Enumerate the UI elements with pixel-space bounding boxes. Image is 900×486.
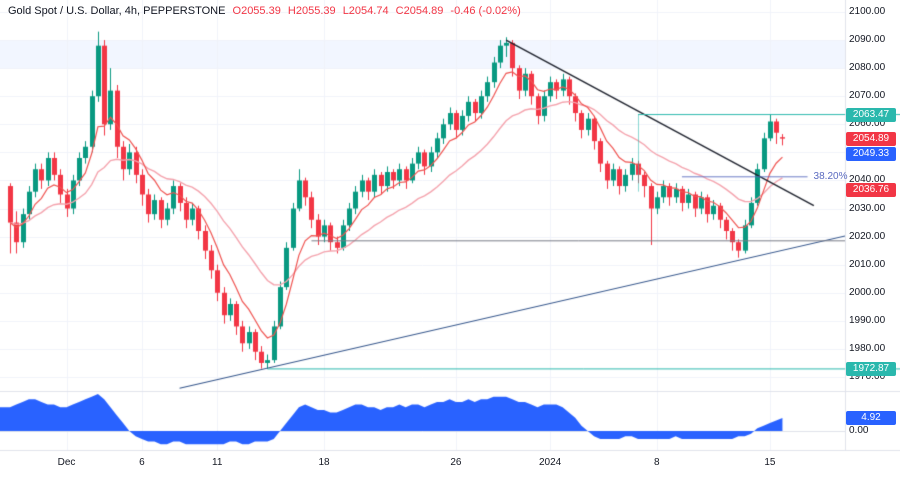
legend-open: O2055.39 [232,5,281,17]
price-level-badge-2063.47: 2063.47 [846,107,896,122]
time-tick-label: 18 [318,457,330,468]
price-tick-label: 2040.00 [849,174,886,186]
time-tick-label: 15 [764,457,776,468]
price-tick-label: 2000.00 [849,286,886,298]
price-tick-label: 2080.00 [849,62,886,74]
fib-382-label: 38.20% [813,170,848,182]
indicator-zero-label: 0.00 [849,425,869,436]
price-tick-label: 2010.00 [849,258,886,270]
price-level-badge-2049.33: 2049.33 [846,147,896,162]
price-level-badge-2036.76: 2036.76 [846,182,896,197]
time-tick-label: 11 [212,457,223,468]
price-level-badge-1972.87: 1972.87 [846,361,896,376]
price-tick-label: 1990.00 [849,314,886,326]
legend-close: C2054.89 [395,5,444,17]
time-tick-label: 6 [139,457,145,468]
time-tick-label: 26 [450,457,462,468]
price-tick-label: 1980.00 [849,342,886,354]
price-tick-label: 2070.00 [849,90,886,102]
price-level-badge-2054.89: 2054.89 [846,131,896,146]
symbol-title[interactable]: Gold Spot / U.S. Dollar, 4h, PEPPERSTONE [8,5,226,17]
indicator-value-badge: 4.92 [846,411,896,425]
price-tick-label: 2090.00 [849,34,886,46]
time-tick-label: 2024 [538,457,562,468]
price-tick-label: 2060.00 [849,118,886,130]
price-tick-label: 2020.00 [849,230,886,242]
price-tick-label: 2100.00 [849,5,886,17]
price-tick-label: 2030.00 [849,202,886,214]
legend-low: L2054.74 [342,5,389,17]
legend-change: -0.46 (-0.02%) [450,5,521,17]
time-tick-label: Dec [57,457,76,468]
time-tick-label: 8 [654,457,660,468]
price-tick-label: 1970.00 [849,370,886,382]
legend-high: H2055.39 [287,5,336,17]
legend: Gold Spot / U.S. Dollar, 4h, PEPPERSTONE… [8,5,525,17]
